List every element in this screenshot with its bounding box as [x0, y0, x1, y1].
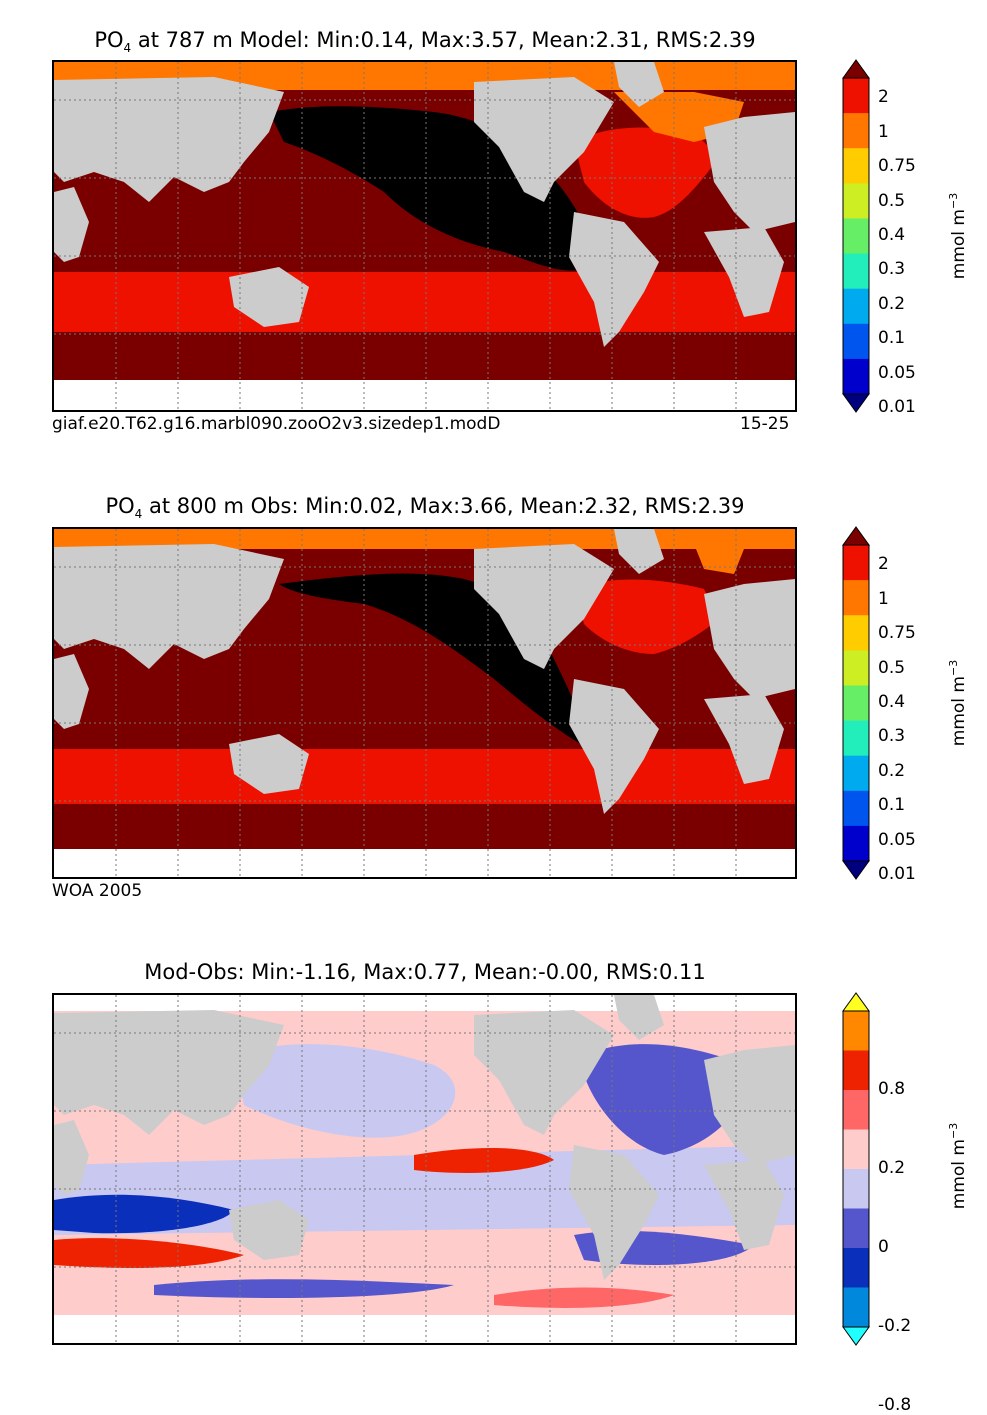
colorbar-tick-label: 0.75 — [878, 623, 916, 644]
colorbar-segment — [843, 253, 869, 290]
colorbar-tick-label: 1 — [878, 588, 889, 609]
colorbar-segment — [843, 790, 869, 827]
colorbar-tick-label: 0.8 — [878, 1079, 906, 1099]
panel1-footer-left: giaf.e20.T62.g16.marbl090.zooO2v3.sizede… — [52, 414, 501, 434]
colorbar-tick-label: 0.2 — [878, 1158, 906, 1178]
panel1-colorbar-unit: mmol m−3 — [947, 192, 969, 280]
panel1-title: PO4 at 787 m Model: Min:0.14, Max:3.57, … — [94, 28, 756, 56]
colorbar-segment — [843, 218, 869, 255]
colorbar-segment — [843, 358, 869, 395]
colorbar-tick-label: 1 — [878, 121, 889, 142]
colorbar-tick-label: 0.5 — [878, 190, 906, 211]
colorbar-tick-label: 0.01 — [878, 397, 916, 418]
colorbar-segment — [843, 1287, 869, 1328]
colorbar-tick-label: 0.75 — [878, 156, 916, 177]
colorbar-tick-label: 0.05 — [878, 362, 916, 383]
colorbar-segment — [843, 113, 869, 149]
colorbar-tick-label: 0.4 — [878, 692, 906, 712]
colorbar-segment — [843, 1050, 869, 1091]
colorbar-segment — [843, 825, 869, 862]
panel2-colorbar-unit: mmol m−3 — [947, 659, 969, 747]
colorbar-segment — [843, 1129, 869, 1170]
colorbar-top-extend — [842, 992, 870, 1012]
colorbar-segment — [843, 1169, 869, 1209]
panel3-map — [52, 993, 797, 1345]
colorbar-tick-label: 0.1 — [878, 328, 906, 349]
colorbar-tick-label: 0.05 — [878, 829, 916, 850]
panel1-footer-right: 15-25 — [740, 414, 790, 434]
panel3-colorbar-unit: mmol m−3 — [947, 1122, 969, 1210]
colorbar-top-extend — [842, 59, 870, 79]
colorbar-segment — [843, 1090, 869, 1130]
colorbar-bottom-extend — [842, 1326, 870, 1346]
colorbar-segment — [843, 580, 869, 616]
colorbar-segment — [843, 288, 869, 325]
colorbar-tick-label: 2 — [878, 87, 889, 108]
colorbar-segment — [843, 1011, 869, 1051]
colorbar-segment — [843, 323, 869, 360]
colorbar-segment — [843, 685, 869, 722]
panel3-colorbar — [842, 992, 870, 1346]
colorbar-tick-label: 0 — [878, 1237, 889, 1257]
panel2-colorbar — [842, 526, 870, 880]
colorbar-segment — [843, 1248, 869, 1288]
colorbar-tick-label: 0.01 — [878, 864, 916, 885]
colorbar-tick-label: -0.2 — [878, 1316, 912, 1336]
colorbar-tick-label: 0.4 — [878, 225, 906, 245]
colorbar-segment — [843, 148, 869, 184]
colorbar-segment — [843, 1208, 869, 1249]
colorbar-frame — [842, 544, 870, 862]
panel3-title: Mod-Obs: Min:-1.16, Max:0.77, Mean:-0.00… — [144, 960, 706, 984]
colorbar-tick-label: 0.3 — [878, 726, 906, 747]
colorbar-segment — [843, 720, 869, 757]
colorbar-tick-label: 0.5 — [878, 657, 906, 678]
panel1-colorbar — [842, 59, 870, 413]
panel2-footer-left: WOA 2005 — [52, 881, 143, 901]
colorbar-tick-label: 0.1 — [878, 795, 906, 816]
colorbar-frame — [842, 1010, 870, 1328]
colorbar-segment — [843, 78, 869, 114]
colorbar-segment — [843, 615, 869, 651]
colorbar-tick-label: 0.3 — [878, 259, 906, 280]
panel2-map — [52, 527, 797, 879]
colorbar-tick-label: 0.2 — [878, 760, 906, 781]
colorbar-tick-label: 2 — [878, 554, 889, 575]
colorbar-bottom-extend — [842, 860, 870, 880]
panel2-title: PO4 at 800 m Obs: Min:0.02, Max:3.66, Me… — [105, 494, 745, 522]
colorbar-tick-label: 0.2 — [878, 293, 906, 314]
colorbar-segment — [843, 183, 869, 219]
colorbar-bottom-extend — [842, 393, 870, 413]
panel1-map — [52, 60, 797, 412]
colorbar-segment — [843, 755, 869, 792]
colorbar-top-extend — [842, 526, 870, 546]
colorbar-segment — [843, 545, 869, 581]
colorbar-tick-label: -0.8 — [878, 1395, 912, 1415]
colorbar-segment — [843, 650, 869, 686]
colorbar-frame — [842, 77, 870, 395]
